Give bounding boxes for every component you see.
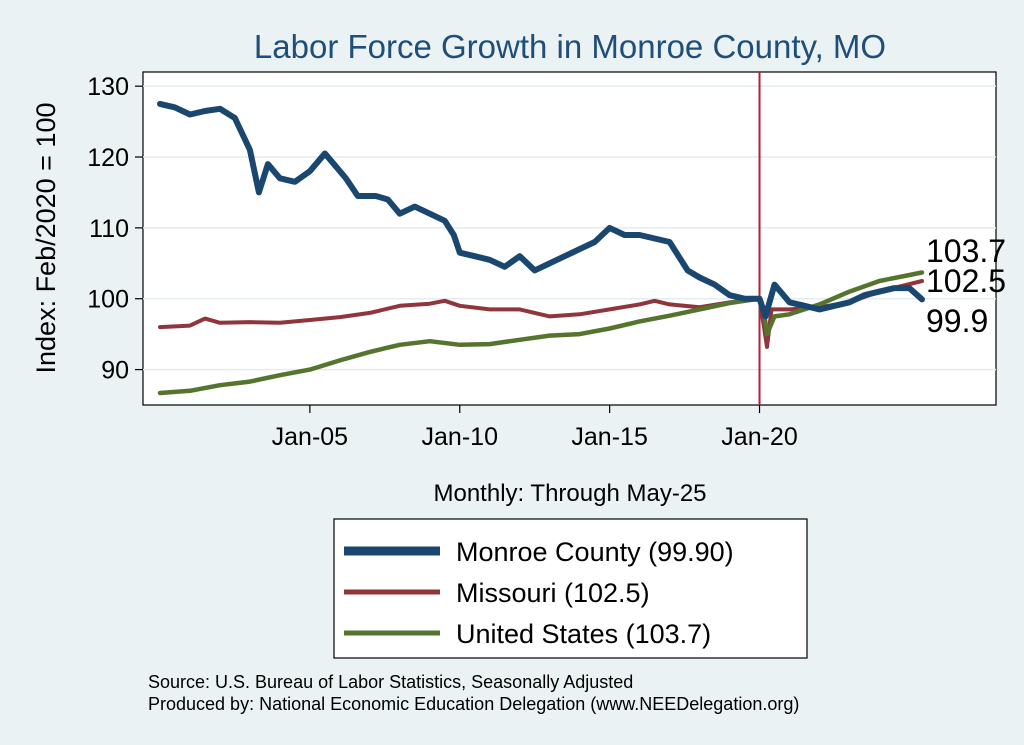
y-axis-ticks: 90 100 110 120 130	[87, 73, 143, 385]
end-label-monroe-county: 99.9	[926, 303, 988, 339]
plot-area	[142, 71, 997, 406]
y-axis-label: Index: Feb/2020 = 100	[31, 103, 61, 374]
chart-title: Labor Force Growth in Monroe County, MO	[254, 28, 886, 65]
x-tick-label-Jan-05: Jan-05	[272, 423, 348, 451]
x-tick-label-Jan-15: Jan-15	[571, 423, 647, 451]
series-line-united-states	[157, 270, 925, 396]
series-line-missouri	[158, 279, 924, 349]
y-tick-label-130: 130	[87, 73, 129, 101]
y-tick-label-90: 90	[101, 357, 129, 385]
end-label-united-states: 103.7	[926, 233, 1006, 269]
x-axis-ticks: Jan-05 Jan-10 Jan-15 Jan-20	[272, 405, 798, 451]
series-line-monroe-county	[157, 100, 925, 320]
end-label-missouri: 102.5	[926, 263, 1006, 299]
x-axis-label: Monthly: Through May-25	[433, 480, 706, 507]
y-tick-label-110: 110	[89, 215, 129, 243]
y-tick-label-100: 100	[87, 286, 129, 314]
legend-label-missouri: Missouri (102.5)	[456, 578, 650, 608]
produced-by-text: Produced by: National Economic Education…	[148, 694, 799, 714]
y-tick-label-120: 120	[87, 144, 129, 172]
x-tick-label-Jan-10: Jan-10	[422, 423, 498, 451]
x-tick-label-Jan-20: Jan-20	[721, 423, 797, 451]
legend-label-monroe-county: Monroe County (99.90)	[456, 537, 734, 567]
legend-label-united-states: United States (103.7)	[456, 619, 711, 649]
legend: Monroe County (99.90) Missouri (102.5) Uni…	[344, 537, 734, 649]
legend-box	[333, 518, 808, 659]
source-text: Source: U.S. Bureau of Labor Statistics,…	[148, 672, 633, 692]
series-lines	[157, 100, 925, 396]
